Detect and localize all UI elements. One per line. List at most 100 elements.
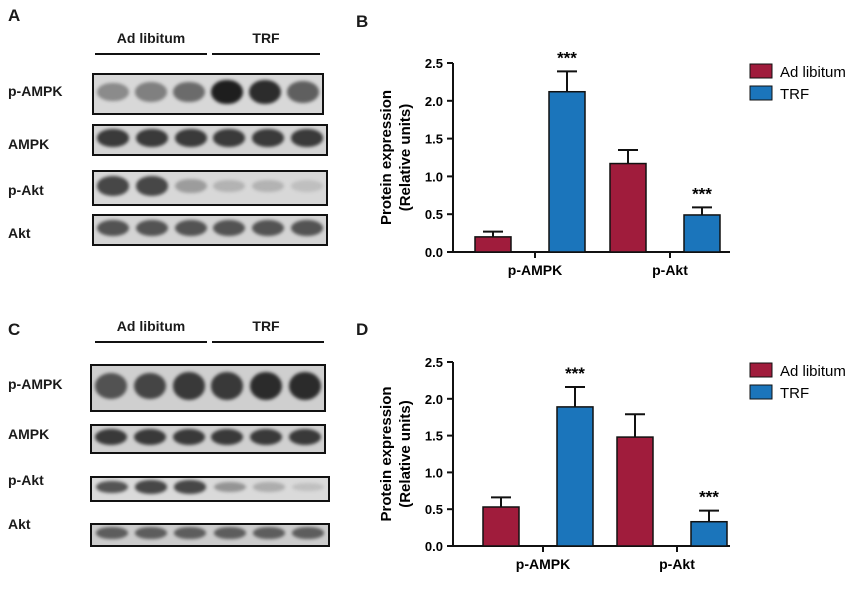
blot-band	[252, 527, 286, 539]
bar	[609, 162, 647, 253]
y-tick-label: 1.5	[425, 132, 443, 147]
blot-band	[211, 79, 243, 105]
bar-group	[609, 148, 647, 253]
blot-band	[97, 82, 129, 102]
blot-band	[135, 82, 167, 102]
x-tick-label: p-AMPK	[516, 556, 570, 572]
bar	[690, 520, 728, 547]
blot-band	[211, 372, 244, 400]
y-tick-label: 2.0	[425, 392, 443, 407]
y-tick-label: 1.5	[425, 429, 443, 444]
blot-label-p-akt: p-Akt	[8, 182, 44, 198]
blot-band	[290, 129, 323, 147]
group-label-trf: TRF	[252, 30, 280, 46]
blot-band	[95, 480, 128, 494]
bar	[482, 506, 520, 547]
panel-letter-a: A	[8, 6, 21, 25]
bar-group	[616, 413, 654, 547]
blot-label-akt: Akt	[8, 516, 31, 532]
y-tick-label: 0.5	[425, 207, 443, 222]
blot-strip-akt	[92, 214, 328, 246]
x-tick-label: p-AMPK	[508, 262, 562, 278]
blot-band	[292, 527, 325, 539]
legend: Ad libitum TRF	[749, 63, 846, 103]
blot-band	[136, 219, 168, 237]
legend-label: TRF	[780, 86, 809, 103]
blot-label-akt: Akt	[8, 225, 31, 241]
legend-label: Ad libitum	[780, 363, 846, 380]
blot-band	[287, 81, 319, 103]
y-tick-label: 2.5	[425, 56, 443, 71]
y-axis-title: Protein expression	[378, 90, 395, 225]
blot-band	[97, 176, 130, 196]
group-line-ad-libitum	[95, 53, 207, 55]
bar	[683, 214, 721, 253]
blot-band	[174, 129, 207, 147]
blot-label-ampk: AMPK	[8, 426, 50, 442]
blot-band	[252, 482, 286, 492]
blot-band	[136, 129, 168, 147]
y-axis-title-units: (Relative units)	[397, 400, 414, 508]
bar-chart-d: 0.0 0.5 1.0 1.5 2.0 2.5 Protein expression (Rel…	[378, 355, 846, 572]
blot-band	[252, 179, 284, 193]
y-tick-label: 0.0	[425, 539, 443, 554]
blot-band	[213, 129, 246, 147]
blot-band	[250, 429, 282, 445]
bar-chart-b: 0.0 0.5 1.0 1.5 2.0 2.5 Protein expression (Rel…	[378, 48, 846, 278]
legend: Ad libitum TRF	[749, 362, 846, 402]
blot-band	[134, 480, 168, 494]
blot-strip-p-akt	[92, 170, 328, 206]
significance-label: ***	[692, 184, 712, 203]
blot-label-p-ampk: p-AMPK	[8, 376, 63, 392]
panel-letter-d: D	[356, 320, 369, 339]
bar-group: ***	[548, 48, 586, 253]
blot-band	[288, 372, 321, 400]
panel-letter-c: C	[8, 320, 21, 339]
blot-band	[97, 219, 130, 237]
legend-label: TRF	[780, 385, 809, 402]
blot-band	[173, 81, 205, 103]
blot-band	[213, 179, 246, 193]
group-label-ad-libitum: Ad libitum	[116, 318, 186, 334]
blot-band	[213, 219, 246, 237]
bar-group	[474, 230, 512, 253]
significance-label: ***	[565, 364, 585, 383]
blot-band	[174, 178, 207, 194]
x-tick-label: p-Akt	[652, 262, 688, 278]
blot-band	[213, 527, 246, 539]
blot-band	[134, 429, 166, 445]
blot-band	[174, 480, 207, 494]
blot-band	[134, 527, 168, 539]
blot-strip-p-akt	[90, 476, 330, 502]
group-label-trf: TRF	[252, 318, 280, 334]
blot-band	[172, 372, 205, 400]
x-tick-label: p-Akt	[659, 556, 695, 572]
bar	[474, 236, 512, 253]
group-line-trf	[212, 341, 324, 343]
panel-letter-b: B	[356, 12, 369, 31]
group-line-trf	[212, 53, 320, 55]
blot-strip-akt	[90, 523, 330, 547]
y-tick-label: 2.0	[425, 94, 443, 109]
significance-label: ***	[557, 48, 577, 67]
bar-group: ***	[683, 184, 721, 253]
blot-band	[134, 372, 166, 400]
bar	[616, 436, 654, 547]
blot-band	[213, 481, 246, 493]
y-axis-title-units: (Relative units)	[397, 104, 414, 212]
blot-band	[290, 180, 323, 192]
blot-band	[136, 176, 168, 196]
y-tick-label: 1.0	[425, 169, 443, 184]
chart-axes: 0.0 0.5 1.0 1.5 2.0 2.5	[425, 355, 730, 554]
bar	[548, 90, 586, 253]
legend-swatch	[749, 85, 773, 101]
legend-swatch	[749, 362, 773, 378]
blot-label-p-akt: p-Akt	[8, 472, 44, 488]
blot-band	[95, 373, 128, 399]
blot-label-p-ampk: p-AMPK	[8, 83, 63, 99]
y-tick-label: 2.5	[425, 355, 443, 370]
blot-band	[250, 372, 282, 400]
group-line-ad-libitum	[95, 341, 207, 343]
blot-band	[252, 219, 284, 237]
legend-swatch	[749, 384, 773, 400]
